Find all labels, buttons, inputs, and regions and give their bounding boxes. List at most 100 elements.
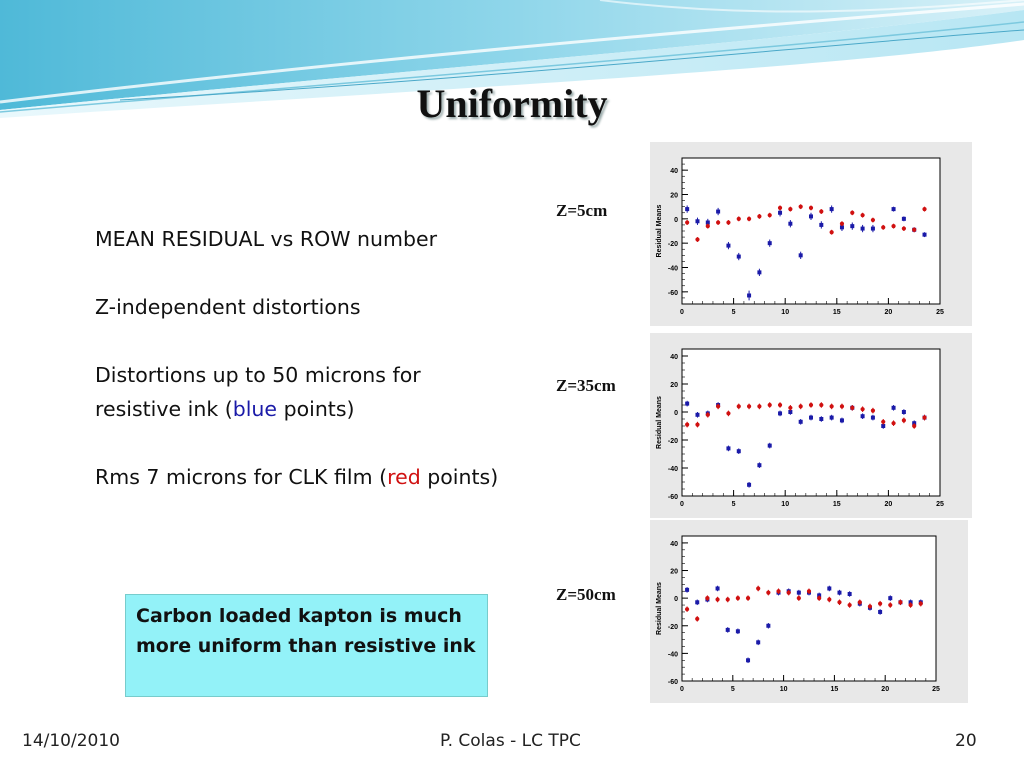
red-data-point [695,616,700,621]
red-data-point [756,586,761,591]
x-tick-label: 15 [833,501,841,508]
blue-data-point [747,482,752,487]
blue-data-point [878,609,883,614]
y-tick-label: 20 [670,569,678,576]
blue-data-point [725,627,730,632]
red-data-point [736,404,741,409]
blue-data-point [847,592,852,596]
red-data-point [806,589,812,594]
blue-data-point [778,210,783,215]
blue-data-point [891,207,896,212]
y-tick-label: -20 [668,241,678,248]
blue-data-point [767,443,772,448]
red-data-point [705,596,710,601]
footer-page-number: 20 [955,731,977,751]
blue-data-point [881,424,886,428]
blue-data-point [747,293,752,298]
footer-author: P. Colas - LC TPC [440,731,581,751]
blue-data-point [860,414,865,419]
red-data-point [684,607,690,612]
blue-data-point [756,640,761,645]
red-data-point [777,402,783,408]
red-data-point [757,214,762,219]
red-data-point [746,404,752,409]
bullet-z-independent: Z-independent distortions [95,295,361,319]
x-tick-label: 0 [680,309,684,316]
red-data-point [786,590,791,595]
blue-data-point [870,226,875,231]
bullet-distortions-end: points) [277,397,355,421]
red-data-point [912,227,917,232]
blue-data-point [705,220,710,225]
y-tick-label: 0 [674,217,678,224]
blue-data-point [726,446,731,451]
blue-data-point [796,590,801,595]
red-data-point [705,224,710,229]
blue-data-point [746,658,751,663]
x-tick-label: 5 [732,309,736,316]
blue-data-point [685,207,690,212]
red-data-point [745,596,751,601]
y-tick-label: -60 [668,679,678,686]
slide-title: Uniformity [416,81,608,126]
red-data-point [716,220,721,225]
blue-data-point [908,600,913,605]
blue-data-point [757,463,762,468]
blue-data-point [736,254,741,259]
red-data-point [715,597,720,602]
y-tick-label: 40 [670,541,678,548]
x-tick-label: 20 [885,501,893,508]
red-data-point [767,402,772,408]
blue-data-point [695,219,700,224]
red-data-point [898,600,903,605]
red-data-point [808,402,814,408]
x-tick-label: 5 [731,686,735,693]
callout-box: Carbon loaded kapton is much more unifor… [125,594,488,697]
blue-data-point [736,449,741,454]
red-data-point [839,221,845,226]
red-data-point [827,597,832,602]
red-data-point [881,225,886,230]
y-axis-label: Residual Means [656,396,663,449]
x-tick-label: 25 [932,686,940,693]
red-data-point [888,602,893,608]
red-data-point [837,600,842,605]
bullet-rms-text: Rms 7 microns for CLK film ( [95,465,388,489]
red-data-point [716,404,721,409]
red-data-point [798,404,803,409]
z-label-50cm: Z=50cm [556,585,616,604]
red-data-point [757,404,762,409]
red-data-point [829,404,834,409]
red-data-point [850,405,855,410]
blue-data-point [695,412,700,417]
bullet-distortions: Distortions up to 50 microns for resisti… [95,358,505,426]
red-data-point [685,422,690,427]
y-tick-label: -40 [668,651,678,658]
x-tick-label: 10 [780,686,788,693]
blue-word: blue [232,397,278,421]
red-data-point [839,404,845,409]
red-data-point [850,210,855,215]
blue-data-point [695,600,700,605]
blue-data-point [757,270,762,275]
blue-data-point [839,225,844,230]
blue-data-point [716,209,721,214]
y-axis-label: Residual Means [656,204,663,257]
red-data-point [870,408,876,413]
blue-data-point [685,587,690,592]
blue-data-point [778,411,783,416]
y-tick-label: 20 [670,382,678,389]
red-word: red [387,465,421,489]
red-data-point [776,589,781,594]
red-data-point [901,226,906,231]
blue-data-point [850,224,855,229]
red-data-point [901,418,906,423]
red-data-point [881,419,886,424]
x-tick-label: 20 [881,686,889,693]
red-data-point [918,601,923,606]
red-data-point [808,205,814,210]
blue-data-point [870,415,875,420]
red-data-point [746,216,752,221]
red-data-point [912,423,917,429]
